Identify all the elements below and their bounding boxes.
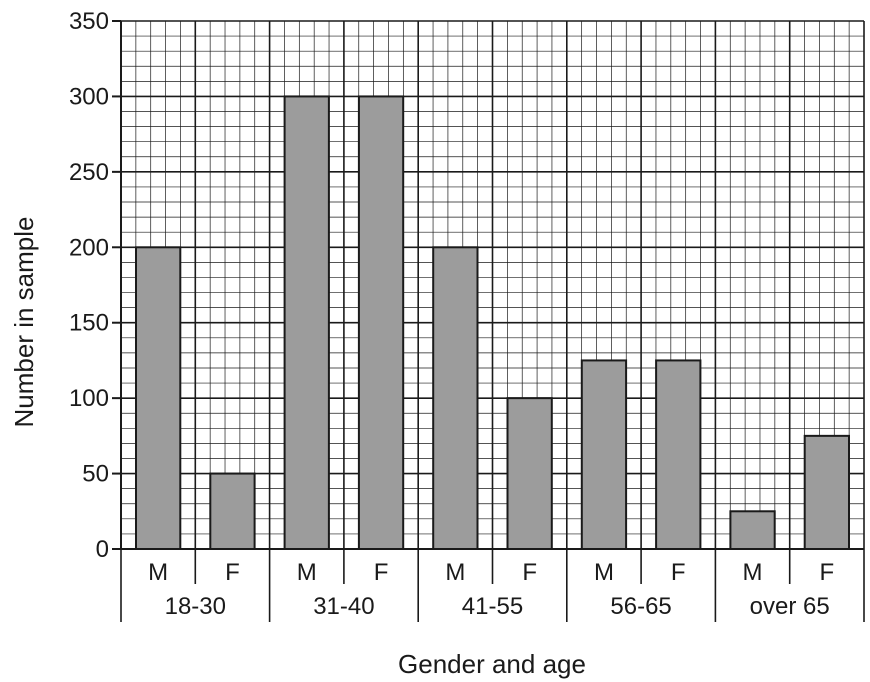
bar-over-65-M: [729, 510, 776, 550]
axes: [112, 20, 865, 622]
bar-41-55-F: [506, 397, 553, 550]
x-tick-label-gender: F: [374, 559, 389, 586]
bars: [135, 95, 851, 551]
x-tick-label-age-group: 31-40: [313, 593, 374, 620]
y-axis-title: Number in sample: [9, 217, 39, 428]
labels: M F M F M F M F M F 0 50 100 150 200 250 300 350 18-30 31-4…: [69, 8, 834, 620]
bar-56-65-M: [580, 359, 628, 550]
bar-41-55-M: [432, 246, 479, 551]
x-tick-label-gender: M: [445, 559, 465, 586]
y-tick-label: 50: [82, 461, 109, 488]
x-axis-title: Gender and age: [398, 649, 586, 679]
grid: [120, 20, 865, 550]
y-tick-label: 250: [69, 159, 109, 186]
bar-18-30-F: [209, 472, 256, 551]
x-tick-label-age-group: 41-55: [462, 593, 523, 620]
x-tick-label-gender: M: [594, 559, 614, 586]
x-tick-label-age-group: 18-30: [165, 593, 226, 620]
y-tick-label: 350: [69, 8, 109, 35]
x-tick-label-age-group: 56-65: [610, 593, 671, 620]
x-tick-label-gender: M: [743, 559, 763, 586]
x-tick-label-gender: F: [671, 559, 686, 586]
y-tick-label: 0: [96, 536, 109, 563]
bar-18-30-M: [135, 246, 182, 551]
x-tick-label-gender: F: [522, 559, 537, 586]
bar-over-65-F: [803, 434, 851, 551]
x-tick-label-gender: M: [297, 559, 317, 586]
bar-56-65-F: [655, 359, 702, 550]
y-tick-label: 300: [69, 83, 109, 110]
bar-31-40-F: [357, 95, 405, 551]
x-tick-label-gender: F: [820, 559, 835, 586]
y-tick-label: 200: [69, 234, 109, 261]
x-tick-label-gender: F: [225, 559, 240, 586]
y-tick-label: 100: [69, 385, 109, 412]
y-tick-label: 150: [69, 310, 109, 337]
x-tick-label-gender: M: [148, 559, 168, 586]
bar-31-40-M: [283, 95, 330, 551]
x-tick-label-age-group: over 65: [750, 593, 830, 620]
